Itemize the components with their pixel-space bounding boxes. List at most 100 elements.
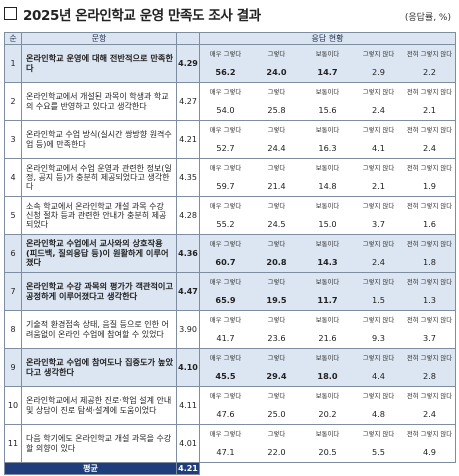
response-value: 18.0 [317, 370, 338, 381]
response-value: 20.8 [266, 256, 287, 267]
row-number: 8 [4, 310, 22, 349]
mean-score: 4.36 [176, 234, 200, 273]
response-value: 14.8 [318, 180, 337, 191]
scale-label: 전혀 그렇지 않다 [406, 315, 453, 324]
scale-label: 보통이다 [315, 391, 340, 400]
response-grid: 매우 그렇다 그렇다 보통이다 그렇지 않다 전혀 그렇지 않다 65.9 19.5 11.7… [201, 274, 455, 310]
scale-labels: 매우 그렇다 그렇다 보통이다 그렇지 않다 전혀 그렇지 않다 [201, 46, 455, 62]
response-value: 15.0 [318, 218, 337, 229]
scale-label: 보통이다 [315, 87, 340, 96]
scale-label: 매우 그렇다 [209, 277, 242, 286]
response-values: 47.6 25.0 20.2 4.8 2.4 [201, 403, 455, 424]
response-cell: 매우 그렇다 그렇다 보통이다 그렇지 않다 전혀 그렇지 않다 52.7 24.4 16.3… [199, 120, 456, 159]
scale-labels: 매우 그렇다 그렇다 보통이다 그렇지 않다 전혀 그렇지 않다 [201, 236, 455, 252]
response-value: 2.4 [371, 104, 386, 115]
scale-label: 그렇지 않다 [362, 125, 395, 134]
response-value: 16.3 [318, 142, 337, 153]
scale-label: 그렇다 [267, 239, 286, 248]
mean-score: 4.01 [176, 424, 200, 463]
unit-label: (응답률, %) [404, 13, 451, 23]
response-cell: 매우 그렇다 그렇다 보통이다 그렇지 않다 전혀 그렇지 않다 60.7 20.8 14.3… [199, 234, 456, 273]
response-value: 56.2 [215, 66, 236, 77]
table-row: 1 온라인학교 운영에 대해 전반적으로 만족한다 4.29 매우 그렇다 그렇다 보통이… [4, 44, 456, 83]
scale-label: 보통이다 [315, 429, 340, 438]
table-row: 9 온라인학교 수업에 참여도나 집중도가 높았다고 생각한다 4.10 매우 그렇다… [4, 348, 456, 387]
mean-score: 4.21 [176, 120, 200, 159]
mean-score: 4.27 [176, 82, 200, 121]
response-values: 41.7 23.6 21.6 9.3 3.7 [201, 327, 455, 348]
question-text: 온라인학교 수업에서 교사와의 상호작용(피드백, 질의응답 등)이 원활하게 … [21, 234, 177, 273]
response-value: 59.7 [216, 180, 235, 191]
response-value: 25.8 [267, 104, 286, 115]
table-row: 8 기술적 환경접속 상태, 음질 등으로 인한 어려움없이 온라인 수업에 참여… [4, 310, 456, 349]
response-values: 55.2 24.5 15.0 3.7 1.6 [201, 213, 455, 234]
scale-label: 전혀 그렇지 않다 [406, 201, 453, 210]
mean-score: 4.10 [176, 348, 200, 387]
row-number: 6 [4, 234, 22, 273]
response-value: 65.9 [215, 294, 236, 305]
response-value: 21.4 [267, 180, 286, 191]
header-question: 문항 [21, 32, 177, 45]
scale-label: 매우 그렇다 [209, 49, 242, 58]
response-value: 2.8 [422, 370, 437, 381]
row-number: 7 [4, 272, 22, 311]
scale-label: 전혀 그렇지 않다 [406, 87, 453, 96]
response-grid: 매우 그렇다 그렇다 보통이다 그렇지 않다 전혀 그렇지 않다 56.2 24.0 14.7… [201, 46, 455, 82]
response-grid: 매우 그렇다 그렇다 보통이다 그렇지 않다 전혀 그렇지 않다 54.0 25.8 15.6… [201, 84, 455, 120]
response-values: 59.7 21.4 14.8 2.1 1.9 [201, 175, 455, 196]
response-cell: 매우 그렇다 그렇다 보통이다 그렇지 않다 전혀 그렇지 않다 55.2 24.5 15.0… [199, 196, 456, 235]
response-grid: 매우 그렇다 그렇다 보통이다 그렇지 않다 전혀 그렇지 않다 47.1 22.0 20.5… [201, 426, 455, 462]
response-cell: 매우 그렇다 그렇다 보통이다 그렇지 않다 전혀 그렇지 않다 65.9 19.5 11.7… [199, 272, 456, 311]
scale-labels: 매우 그렇다 그렇다 보통이다 그렇지 않다 전혀 그렇지 않다 [201, 122, 455, 138]
question-text: 소속 학교에서 온라인학교 개설 과목 수강 신청 절차 등과 관련한 안내가 … [21, 196, 177, 235]
response-grid: 매우 그렇다 그렇다 보통이다 그렇지 않다 전혀 그렇지 않다 45.5 29.4 18.0… [201, 350, 455, 386]
average-empty [199, 462, 456, 475]
scale-label: 그렇지 않다 [362, 429, 395, 438]
scale-label: 그렇다 [267, 49, 286, 58]
scale-label: 보통이다 [315, 49, 340, 58]
response-cell: 매우 그렇다 그렇다 보통이다 그렇지 않다 전혀 그렇지 않다 59.7 21.4 14.8… [199, 158, 456, 197]
mean-score: 3.90 [176, 310, 200, 349]
response-values: 60.7 20.8 14.3 2.4 1.8 [201, 251, 455, 272]
scale-label: 그렇지 않다 [362, 239, 395, 248]
scale-label: 전혀 그렇지 않다 [406, 49, 453, 58]
response-value: 23.6 [267, 332, 286, 343]
response-value: 2.1 [422, 104, 437, 115]
scale-label: 전혀 그렇지 않다 [406, 239, 453, 248]
response-value: 19.5 [266, 294, 287, 305]
response-cell: 매우 그렇다 그렇다 보통이다 그렇지 않다 전혀 그렇지 않다 56.2 24.0 14.7… [199, 44, 456, 83]
row-number: 11 [4, 424, 22, 463]
response-values: 45.5 29.4 18.0 4.4 2.8 [201, 365, 455, 386]
scale-label: 그렇지 않다 [362, 353, 395, 362]
title-row: 2025년 온라인학교 운영 만족도 조사 결과 (응답률, %) [4, 4, 455, 26]
response-grid: 매우 그렇다 그렇다 보통이다 그렇지 않다 전혀 그렇지 않다 47.6 25.0 20.2… [201, 388, 455, 424]
scale-label: 그렇다 [267, 315, 286, 324]
scale-label: 그렇다 [267, 429, 286, 438]
row-number: 3 [4, 120, 22, 159]
scale-label: 그렇지 않다 [362, 277, 395, 286]
scale-label: 전혀 그렇지 않다 [406, 391, 453, 400]
table-row: 6 온라인학교 수업에서 교사와의 상호작용(피드백, 질의응답 등)이 원활하게… [4, 234, 456, 273]
response-value: 60.7 [215, 256, 236, 267]
scale-label: 그렇다 [267, 353, 286, 362]
scale-label: 전혀 그렇지 않다 [406, 163, 453, 172]
scale-labels: 매우 그렇다 그렇다 보통이다 그렇지 않다 전혀 그렇지 않다 [201, 312, 455, 328]
average-row: 평균 4.21 [4, 462, 456, 475]
scale-labels: 매우 그렇다 그렇다 보통이다 그렇지 않다 전혀 그렇지 않다 [201, 388, 455, 404]
response-value: 22.0 [267, 446, 286, 457]
response-value: 1.5 [371, 294, 386, 305]
question-text: 온라인학교에서 수업 운영과 관련한 정보(일정, 공지 등)가 충분히 제공되… [21, 158, 177, 197]
response-values: 65.9 19.5 11.7 1.5 1.3 [201, 289, 455, 310]
response-value: 2.2 [422, 66, 437, 77]
scale-label: 매우 그렇다 [209, 315, 242, 324]
mean-score: 4.35 [176, 158, 200, 197]
scale-label: 전혀 그렇지 않다 [406, 429, 453, 438]
response-value: 24.0 [266, 66, 287, 77]
scale-label: 그렇다 [267, 87, 286, 96]
row-number: 9 [4, 348, 22, 387]
response-value: 1.3 [422, 294, 437, 305]
response-cell: 매우 그렇다 그렇다 보통이다 그렇지 않다 전혀 그렇지 않다 47.6 25.0 20.2… [199, 386, 456, 425]
response-value: 45.5 [215, 370, 236, 381]
response-values: 52.7 24.4 16.3 4.1 2.4 [201, 137, 455, 158]
